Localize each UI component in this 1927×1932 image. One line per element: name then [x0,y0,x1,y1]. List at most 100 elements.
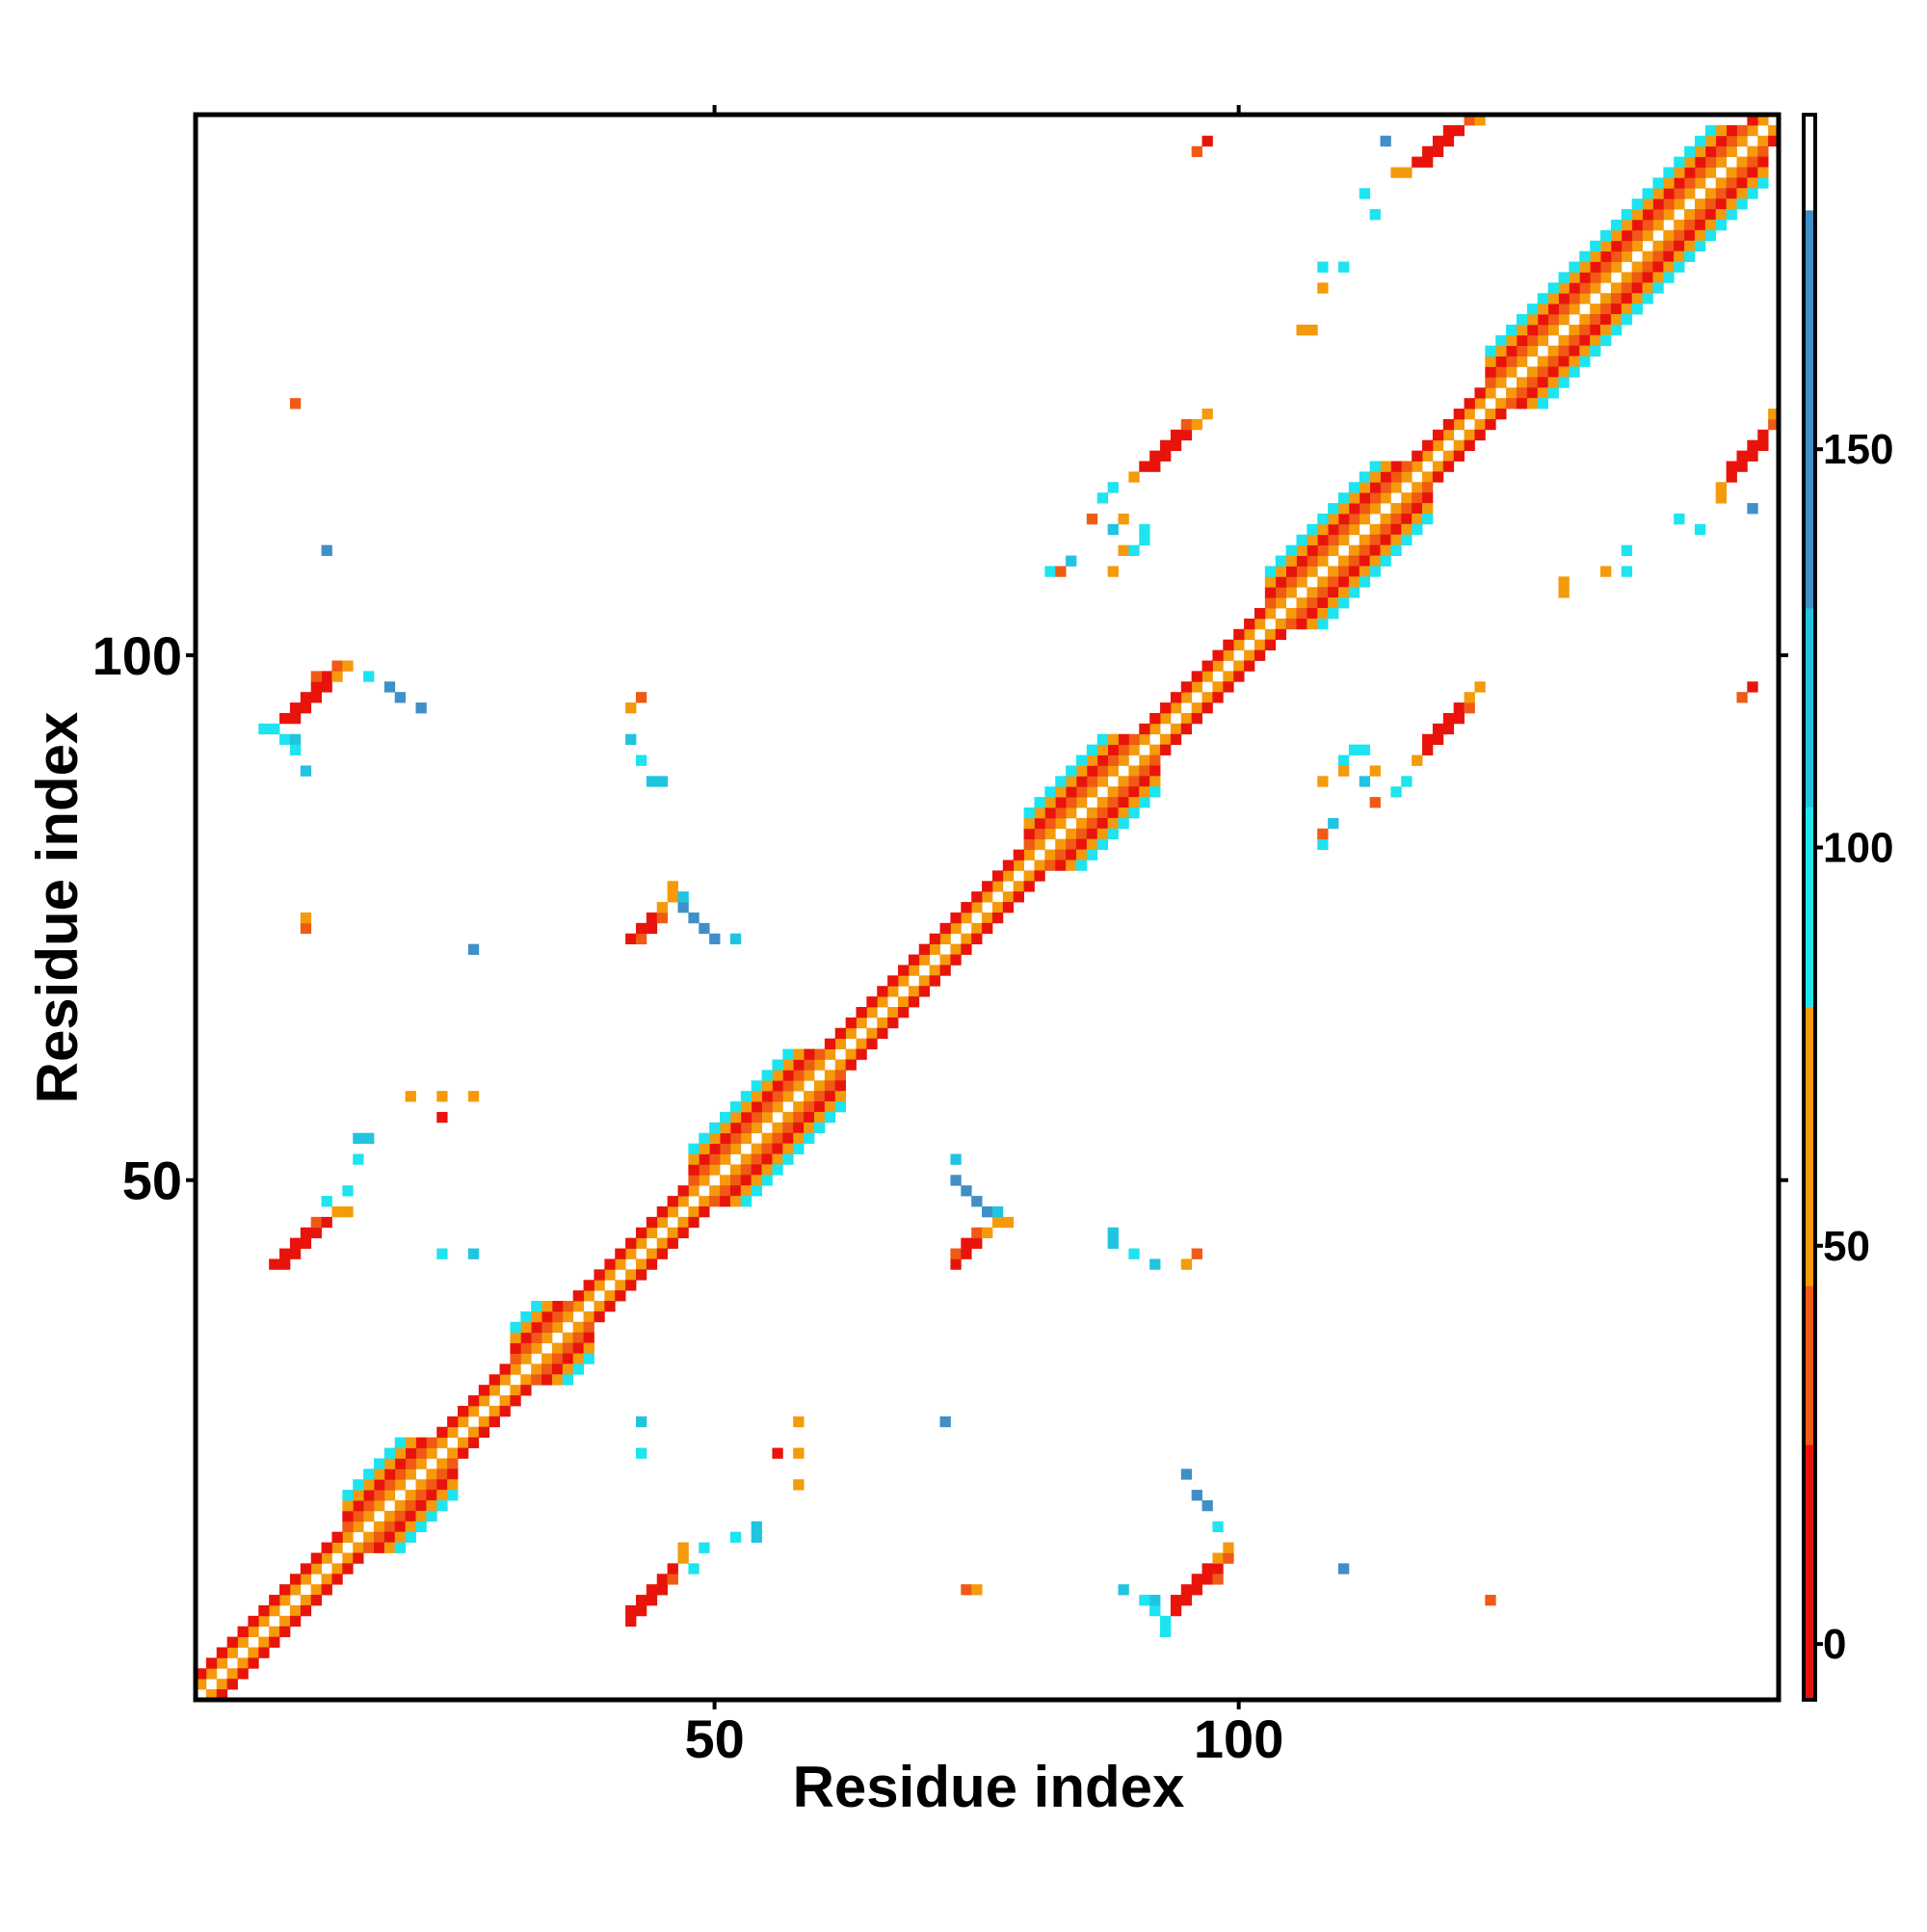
x-tick-label: 50 [684,1708,744,1769]
heatmap-cell [394,1447,407,1459]
heatmap-cell [531,1310,542,1323]
heatmap-cell [1380,544,1391,556]
heatmap-cell [1369,523,1381,536]
heatmap-cell [1537,387,1549,399]
heatmap-cell [436,1248,448,1259]
heatmap-cell [342,660,354,672]
heatmap-cell [1694,135,1706,147]
heatmap-cell [436,1500,448,1512]
heatmap-cell [939,922,951,935]
heatmap-cell [1569,345,1580,357]
heatmap-cell [436,1469,448,1480]
heatmap-cell [300,922,312,935]
heatmap-cell [813,1048,826,1060]
heatmap-cell [1348,587,1360,598]
heatmap-cell [436,1426,448,1439]
heatmap-cell [1715,198,1727,210]
heatmap-cell [1359,471,1371,483]
heatmap-cell [1579,293,1591,304]
heatmap-cell [1275,576,1287,588]
heatmap-cell [1390,167,1402,178]
heatmap-cell [1747,503,1758,515]
heatmap-cell [1066,807,1077,819]
heatmap-cell [1338,513,1350,525]
heatmap-cell [1694,240,1706,252]
heatmap-cell [729,1164,742,1176]
heatmap-cell [1747,681,1758,693]
heatmap-cell [1694,523,1706,536]
heatmap-cell [1547,387,1559,399]
heatmap-cell [1558,356,1570,367]
heatmap-cell [562,1374,574,1386]
heatmap-cell [1118,817,1129,830]
heatmap-cell [709,1143,721,1154]
heatmap-cell [1558,272,1570,283]
heatmap-cell [1495,345,1507,357]
heatmap-cell [971,922,983,935]
heatmap-cell [310,692,322,703]
heatmap-cell [1704,229,1717,242]
heatmap-cell [834,1038,847,1049]
heatmap-cell [834,1027,847,1040]
heatmap-cell [1107,744,1119,755]
heatmap-cell [583,1290,594,1302]
heatmap-cell [279,1258,291,1270]
heatmap-cell [1506,398,1518,410]
heatmap-cell [1180,429,1193,441]
heatmap-cell [405,1531,416,1543]
heatmap-cell [216,1657,228,1669]
heatmap-cell [656,776,669,787]
heatmap-cell [394,1531,407,1543]
heatmap-cell [1537,293,1549,304]
heatmap-cell [1726,146,1737,157]
heatmap-cell [1044,828,1056,840]
heatmap-cell [1412,450,1423,462]
heatmap-cell [1149,744,1161,755]
heatmap-cell [751,1521,762,1533]
heatmap-cell [813,1122,826,1134]
heatmap-cell [1191,712,1202,725]
heatmap-cell [1107,786,1119,798]
heatmap-cell [1160,1626,1172,1638]
heatmap-cell [834,1101,847,1113]
heatmap-cell [572,1363,584,1375]
heatmap-cell [1768,124,1780,137]
heatmap-cell [353,1479,364,1491]
heatmap-cell [1338,597,1350,609]
heatmap-cell [1526,387,1539,399]
heatmap-cell [1432,733,1444,746]
heatmap-cell [467,1091,480,1102]
heatmap-cell [310,681,322,693]
heatmap-cell [1296,555,1307,567]
heatmap-cell [688,1185,700,1197]
heatmap-cell [699,1143,710,1154]
heatmap-cell [594,1301,605,1312]
heatmap-cell [415,1490,427,1501]
colorbar-tick-label: 50 [1823,1223,1870,1270]
heatmap-cell [353,1490,364,1501]
heatmap-cell [1600,229,1612,242]
heatmap-cell [1066,765,1077,777]
heatmap-cell [467,1437,480,1448]
heatmap-cell [1096,776,1109,787]
heatmap-cell [300,1574,312,1585]
heatmap-cell [1547,282,1559,294]
y-axis-label: Residue index [25,712,90,1104]
heatmap-cell [887,975,899,987]
heatmap-cell [918,975,931,987]
heatmap-cell [635,1227,647,1239]
heatmap-cell [1212,649,1224,661]
heatmap-cell [1590,304,1601,315]
heatmap-cell [1380,492,1391,504]
heatmap-cell [1317,555,1329,567]
heatmap-cell [1631,261,1643,273]
heatmap-cell [1516,377,1528,388]
heatmap-cell [887,1017,899,1029]
heatmap-cell [279,1595,291,1606]
heatmap-cell [699,1196,710,1207]
heatmap-cell [1359,566,1371,577]
heatmap-cell [1212,1563,1224,1575]
heatmap-cell [1442,723,1455,735]
heatmap-cell [1191,1574,1202,1585]
heatmap-cell [845,1059,857,1071]
